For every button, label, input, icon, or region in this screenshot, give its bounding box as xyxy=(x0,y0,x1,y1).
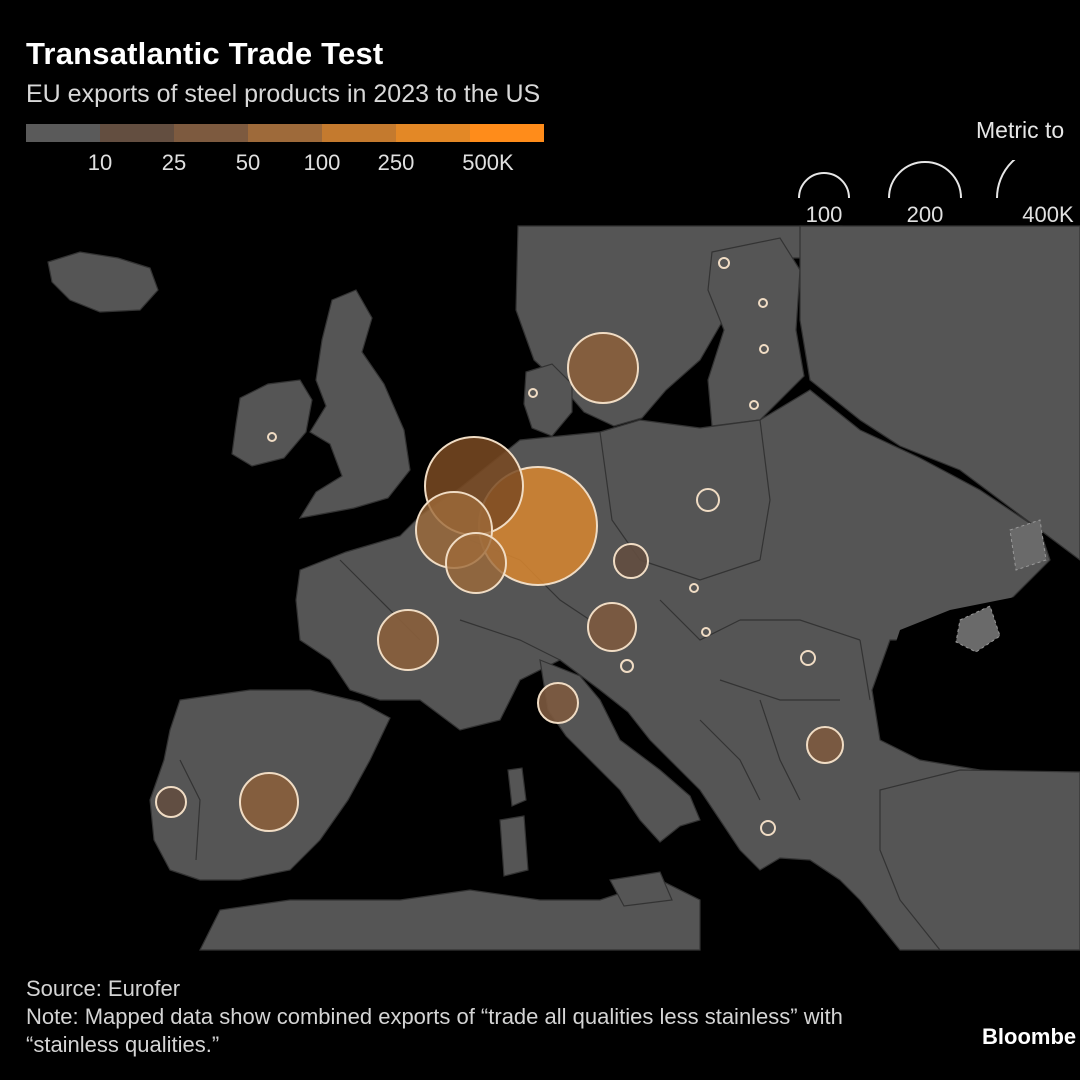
color-scale-swatch xyxy=(396,124,470,142)
land xyxy=(47,225,1080,951)
land-ireland xyxy=(231,379,313,467)
bubble-luxembourg xyxy=(445,532,507,594)
color-scale-label: 100 xyxy=(303,150,341,175)
bubble-hungary xyxy=(701,627,711,637)
bubble-finland xyxy=(718,257,730,269)
size-legend-arc-200 xyxy=(888,161,962,199)
color-scale-label: 25 xyxy=(161,150,187,175)
land-north-africa xyxy=(199,879,701,951)
color-scale-label: 50 xyxy=(235,150,261,175)
color-scale-swatch xyxy=(470,124,544,142)
bubble-romania xyxy=(800,650,816,666)
land-crimea xyxy=(955,605,1001,653)
bubble-italy xyxy=(537,682,579,724)
chart-title: Transatlantic Trade Test xyxy=(26,36,384,71)
color-scale-labels: 10 25 50 100 250 500K xyxy=(26,150,566,180)
land-corsica xyxy=(507,767,527,807)
size-legend-arcs xyxy=(798,160,1016,199)
bubble-slovenia xyxy=(620,659,634,673)
size-legend-title: Metric to xyxy=(976,117,1065,143)
bubble-austria xyxy=(587,602,637,652)
land-baltics xyxy=(707,237,805,427)
bubble-lithuania xyxy=(749,400,759,410)
size-legend-label: 100 xyxy=(805,202,843,227)
color-scale xyxy=(26,124,544,142)
land-denmark xyxy=(523,363,573,437)
size-legend-label: 400K xyxy=(1022,202,1074,227)
bubble-france xyxy=(377,609,439,671)
brand-logo-text: Bloombe xyxy=(982,1024,1077,1049)
source-text: Source: Eurofer xyxy=(26,976,181,1001)
bubbles xyxy=(155,257,844,836)
color-scale-label: 500K xyxy=(462,150,514,175)
land-sardinia xyxy=(499,815,529,877)
bubble-greece xyxy=(760,820,776,836)
water-black-sea xyxy=(880,590,1080,760)
size-legend-arc-400 xyxy=(996,160,1016,199)
chart-subtitle: EU exports of steel products in 2023 to … xyxy=(26,80,541,108)
bubble-czechia xyxy=(613,543,649,579)
land-east xyxy=(799,225,1080,561)
bubble-spain xyxy=(239,772,299,832)
color-scale-swatch xyxy=(26,124,100,142)
europe-map xyxy=(47,225,1080,951)
land-great-britain xyxy=(298,289,411,519)
color-scale-swatch xyxy=(174,124,248,142)
land-contested-east xyxy=(1009,519,1047,571)
size-legend-arc-100 xyxy=(798,172,850,199)
note-text: Note: Mapped data show combined exports … xyxy=(26,1004,843,1057)
bubble-ireland xyxy=(267,432,277,442)
land-anatolia xyxy=(879,769,1080,951)
bubble-bulgaria xyxy=(806,726,844,764)
bubble-poland xyxy=(696,488,720,512)
bubble-sweden xyxy=(567,332,639,404)
color-scale-swatch xyxy=(322,124,396,142)
color-scale-swatch xyxy=(100,124,174,142)
bubble-portugal xyxy=(155,786,187,818)
bubble-estonia xyxy=(758,298,768,308)
land-iceland xyxy=(47,251,159,313)
color-scale-swatch xyxy=(248,124,322,142)
bubble-denmark xyxy=(528,388,538,398)
bubble-latvia xyxy=(759,344,769,354)
color-scale-label: 250 xyxy=(377,150,415,175)
bubble-slovakia xyxy=(689,583,699,593)
size-legend: 100 200 400K xyxy=(790,160,1080,230)
land-sicily xyxy=(609,871,673,907)
color-scale-label: 10 xyxy=(87,150,113,175)
land-italy xyxy=(539,659,701,843)
size-legend-label: 200 xyxy=(906,202,944,227)
